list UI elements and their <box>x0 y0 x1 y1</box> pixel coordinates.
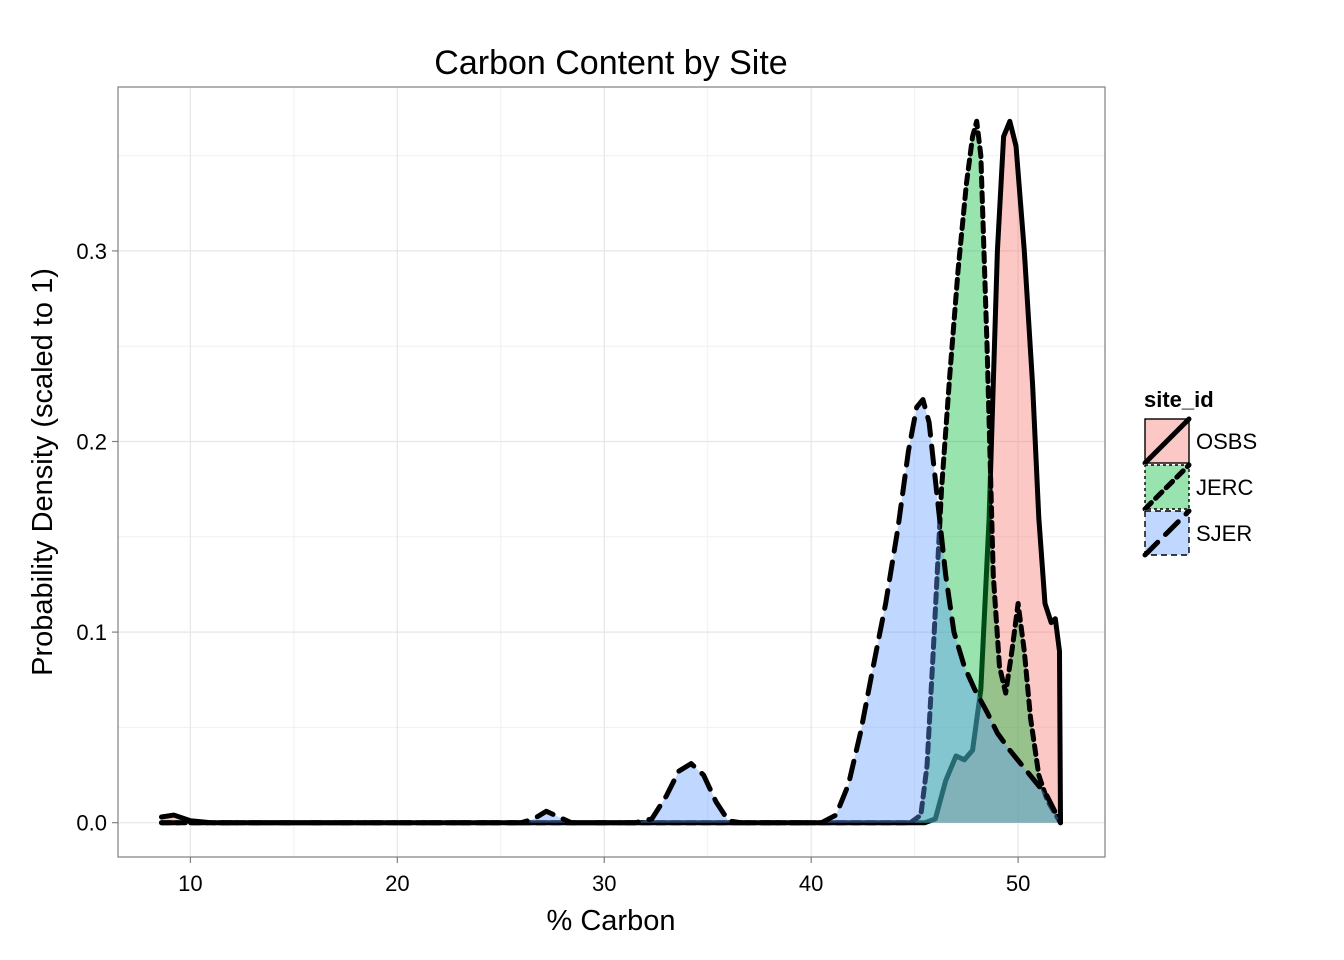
legend-key-line <box>1142 462 1192 512</box>
legend-items: OSBS JERC SJER <box>1142 416 1257 558</box>
x-tick-label: 30 <box>592 871 616 896</box>
y-tick-label: 0.1 <box>76 620 107 645</box>
legend-label-jerc: JERC <box>1196 475 1254 500</box>
x-axis-ticks: 10 20 30 40 50 <box>178 857 1030 896</box>
plot-panel <box>118 87 1105 857</box>
legend-label-osbs: OSBS <box>1196 429 1257 454</box>
y-tick-label: 0.2 <box>76 430 107 455</box>
legend-item-osbs: OSBS <box>1142 416 1257 466</box>
legend-label-sjer: SJER <box>1196 521 1252 546</box>
legend: site_id OSBS JERC SJER <box>1142 387 1257 558</box>
legend-item-sjer: SJER <box>1142 508 1252 558</box>
x-axis-title: % Carbon <box>547 905 676 937</box>
legend-key-line <box>1142 416 1192 466</box>
density-area-jerc <box>161 121 1061 823</box>
legend-item-jerc: JERC <box>1142 462 1254 512</box>
density-area-sjer <box>161 399 1061 823</box>
plot-panel-border <box>117 86 1106 858</box>
legend-key-line <box>1142 508 1192 558</box>
x-tick-label: 40 <box>799 871 823 896</box>
density-line-jerc <box>158 118 1064 826</box>
y-axis-title: Probability Density (scaled to 1) <box>27 268 59 676</box>
y-tick-label: 0.0 <box>76 811 107 836</box>
density-line-sjer <box>158 397 1064 826</box>
x-tick-label: 10 <box>178 871 202 896</box>
x-tick-label: 20 <box>385 871 409 896</box>
legend-title: site_id <box>1144 387 1214 412</box>
y-tick-label: 0.3 <box>76 239 107 264</box>
y-axis-ticks: 0.0 0.1 0.2 0.3 <box>76 239 118 836</box>
chart-title: Carbon Content by Site <box>434 44 787 82</box>
density-curves <box>158 118 1064 826</box>
x-tick-label: 50 <box>1006 871 1030 896</box>
